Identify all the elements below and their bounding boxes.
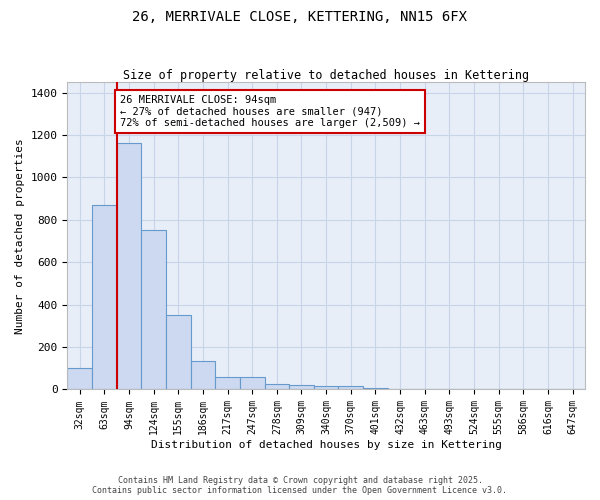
- Bar: [92, 205, 116, 390]
- Bar: [215, 376, 240, 390]
- Bar: [67, 368, 92, 390]
- Bar: [338, 386, 363, 390]
- Bar: [240, 376, 265, 390]
- Y-axis label: Number of detached properties: Number of detached properties: [15, 138, 25, 334]
- Title: Size of property relative to detached houses in Kettering: Size of property relative to detached ho…: [123, 69, 529, 82]
- X-axis label: Distribution of detached houses by size in Kettering: Distribution of detached houses by size …: [151, 440, 502, 450]
- Bar: [191, 361, 215, 390]
- Bar: [166, 316, 191, 390]
- Bar: [265, 384, 289, 390]
- Text: 26 MERRIVALE CLOSE: 94sqm
← 27% of detached houses are smaller (947)
72% of semi: 26 MERRIVALE CLOSE: 94sqm ← 27% of detac…: [120, 94, 420, 128]
- Bar: [363, 388, 388, 390]
- Bar: [289, 385, 314, 390]
- Bar: [314, 386, 338, 390]
- Text: Contains HM Land Registry data © Crown copyright and database right 2025.
Contai: Contains HM Land Registry data © Crown c…: [92, 476, 508, 495]
- Text: 26, MERRIVALE CLOSE, KETTERING, NN15 6FX: 26, MERRIVALE CLOSE, KETTERING, NN15 6FX: [133, 10, 467, 24]
- Bar: [141, 230, 166, 390]
- Bar: [116, 144, 141, 390]
